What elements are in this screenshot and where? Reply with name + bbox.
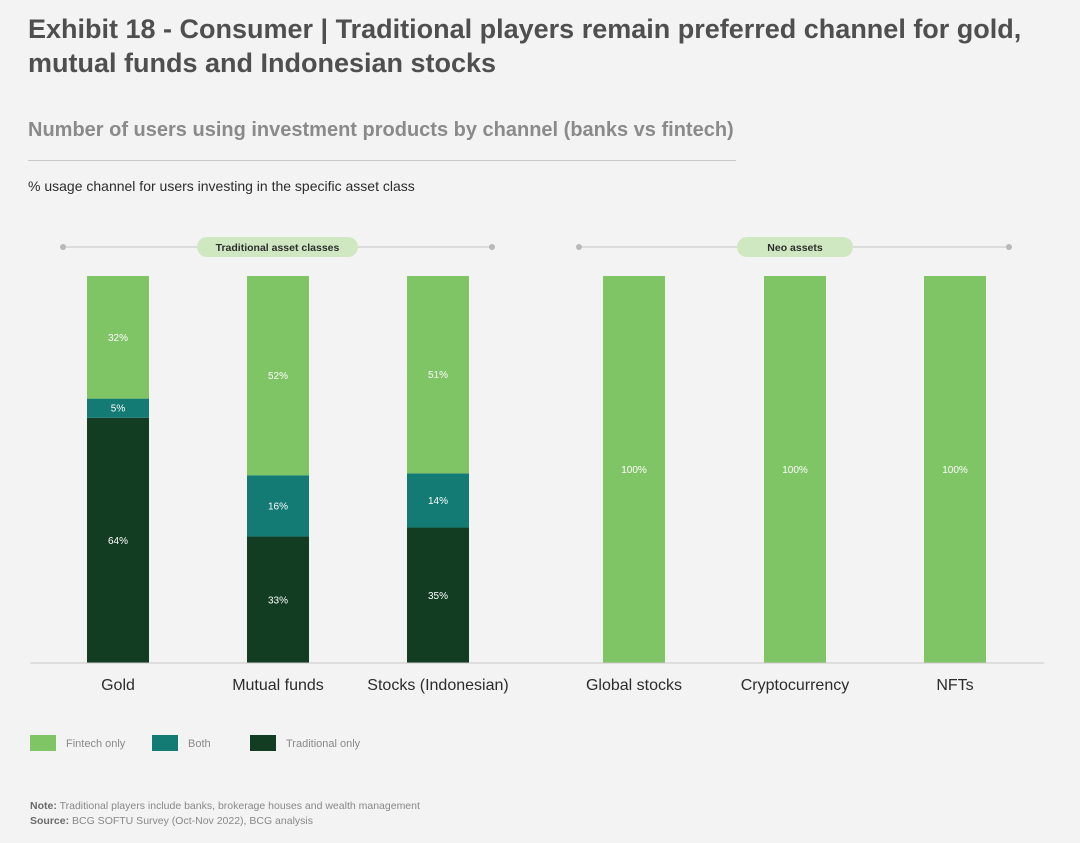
data-label-mutual-funds-fintech-only: 52% (268, 371, 288, 382)
bar-global-stocks-fintech-only (603, 276, 665, 663)
data-label-stocks-indonesian-both: 14% (428, 496, 448, 507)
source-label: Source: (30, 815, 70, 827)
group-rule-dot (1006, 244, 1012, 250)
source-line: Source: BCG SOFTU Survey (Oct-Nov 2022),… (30, 814, 420, 829)
exhibit-title: Exhibit 18 - Consumer | Traditional play… (28, 14, 1022, 78)
bar-layer: 64% 5% 32% 33% 16% 52% 35% 14% 51% 100% 100% 100% (87, 276, 986, 663)
bar-cryptocurrency-fintech-only (764, 276, 826, 663)
legend-swatch-traditional-only (250, 735, 276, 751)
bar-gold-traditional-only (87, 417, 149, 663)
data-label-cryptocurrency-fintech-only: 100% (782, 465, 808, 476)
note-text: Traditional players include banks, broke… (59, 800, 420, 812)
legend-label-traditional-only: Traditional only (286, 738, 361, 750)
footer-notes: Note: Traditional players include banks,… (30, 799, 420, 829)
bar-stocks-indonesian-both (407, 473, 469, 528)
group-label-neo: Neo assets (767, 242, 823, 254)
data-label-nfts-fintech-only: 100% (942, 465, 968, 476)
x-tick-label-gold: Gold (101, 677, 135, 694)
data-label-global-stocks-fintech-only: 100% (621, 465, 647, 476)
bar-stocks-indonesian-traditional-only (407, 527, 469, 663)
data-label-gold-traditional-only: 64% (108, 536, 128, 547)
x-tick-label-nfts: NFTs (936, 677, 973, 694)
note-label: Note: (30, 800, 57, 812)
legend-swatch-both (152, 735, 178, 751)
legend-label-fintech-only: Fintech only (66, 738, 126, 750)
group-rule-dot (60, 244, 66, 250)
group-pill-traditional (197, 237, 358, 257)
legend-swatch-fintech-only (30, 735, 56, 751)
x-tick-label-cryptocurrency: Cryptocurrency (741, 677, 849, 694)
chart-subtitle: Number of users using investment product… (28, 119, 734, 141)
data-label-mutual-funds-traditional-only: 33% (268, 595, 288, 606)
x-tick-label-stocks-indonesian: Stocks (Indonesian) (367, 677, 508, 694)
x-tick-labels: Gold Mutual funds Stocks (Indonesian) Globa… (101, 677, 974, 694)
group-pill-neo (737, 237, 853, 257)
group-rule-dot (576, 244, 582, 250)
data-label-stocks-indonesian-traditional-only: 35% (428, 591, 448, 602)
data-label-gold-both: 5% (111, 404, 126, 415)
bar-gold-fintech-only (87, 276, 149, 399)
note-line: Note: Traditional players include banks,… (30, 799, 420, 814)
bar-nfts-fintech-only (924, 276, 986, 663)
bar-mutual-funds-both (247, 475, 309, 537)
group-rule-dot (489, 244, 495, 250)
bar-mutual-funds-fintech-only (247, 276, 309, 476)
unit-label: % usage channel for users investing in t… (28, 178, 415, 194)
data-label-mutual-funds-both: 16% (268, 501, 288, 512)
bar-mutual-funds-traditional-only (247, 536, 309, 663)
x-tick-label-mutual-funds: Mutual funds (232, 677, 324, 694)
bar-stocks-indonesian-fintech-only (407, 276, 469, 474)
legend-label-both: Both (188, 738, 211, 750)
subtitle-divider (28, 160, 736, 161)
group-label-traditional: Traditional asset classes (216, 242, 340, 254)
legend: Fintech only Both Traditional only (30, 735, 361, 751)
bar-gold-both (87, 398, 149, 418)
data-label-gold-fintech-only: 32% (108, 333, 128, 344)
source-text: BCG SOFTU Survey (Oct-Nov 2022), BCG ana… (72, 815, 313, 827)
x-tick-label-global-stocks: Global stocks (586, 677, 682, 694)
data-label-stocks-indonesian-fintech-only: 51% (428, 370, 448, 381)
